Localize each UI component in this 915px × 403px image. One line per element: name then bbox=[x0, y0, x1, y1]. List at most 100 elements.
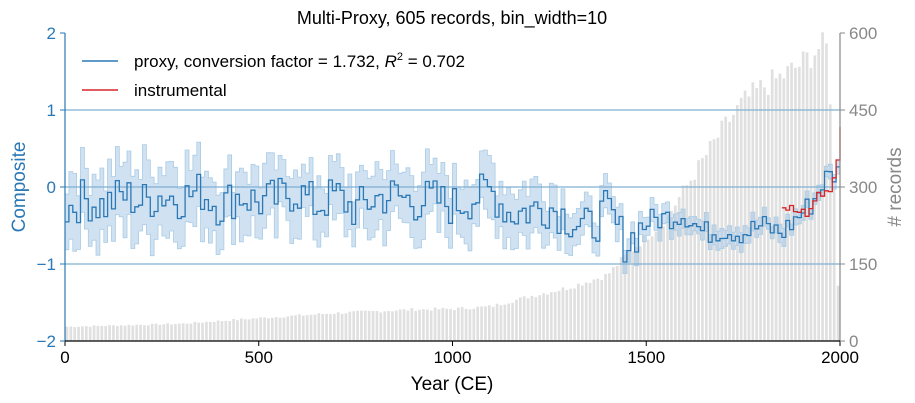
record-count-bar bbox=[73, 327, 77, 341]
record-count-bar bbox=[348, 311, 352, 341]
record-count-bar bbox=[205, 321, 208, 341]
record-count-bar bbox=[522, 296, 526, 341]
record-count-bar bbox=[801, 51, 805, 341]
y2-tick-label: 0 bbox=[849, 332, 858, 351]
record-count-bar bbox=[290, 315, 294, 341]
record-count-bar bbox=[786, 66, 790, 341]
record-count-bar bbox=[201, 322, 204, 341]
record-count-bar bbox=[600, 280, 604, 341]
record-count-bar bbox=[491, 306, 495, 341]
record-count-bar bbox=[530, 295, 534, 341]
record-count-bar bbox=[596, 278, 600, 341]
record-count-bar bbox=[329, 314, 332, 341]
record-count-bar bbox=[282, 317, 286, 341]
record-count-bar bbox=[608, 273, 611, 341]
record-count-bar bbox=[340, 313, 344, 341]
record-count-bar bbox=[794, 67, 797, 341]
record-count-bar bbox=[267, 318, 270, 341]
record-count-bar bbox=[828, 104, 832, 341]
record-count-bar bbox=[584, 282, 588, 341]
legend-box bbox=[72, 40, 500, 108]
record-count-bar bbox=[356, 310, 359, 341]
record-count-bar bbox=[588, 283, 592, 341]
record-count-bar bbox=[425, 309, 429, 341]
record-count-bar bbox=[239, 318, 243, 341]
record-count-bar bbox=[577, 283, 580, 341]
record-count-bar bbox=[677, 197, 681, 341]
record-count-bar bbox=[499, 305, 503, 341]
record-count-bar bbox=[270, 317, 274, 341]
record-count-bar bbox=[724, 116, 728, 341]
record-count-bar bbox=[181, 323, 185, 341]
record-count-bar bbox=[825, 43, 828, 341]
record-count-bar bbox=[352, 311, 356, 341]
legend-label-proxy-suffix: = 0.702 bbox=[403, 52, 465, 71]
record-count-bar bbox=[247, 319, 251, 341]
record-count-bar bbox=[639, 246, 642, 341]
record-count-bar bbox=[154, 323, 158, 341]
record-count-bar bbox=[251, 318, 255, 341]
record-count-bar bbox=[518, 297, 522, 341]
record-count-bar bbox=[557, 290, 561, 341]
record-count-bar bbox=[236, 320, 239, 341]
y2-tick-label: 450 bbox=[849, 101, 877, 120]
legend-label-proxy-prefix: proxy, conversion factor = 1.732, bbox=[134, 52, 385, 71]
record-count-bar bbox=[88, 326, 92, 341]
record-count-bar bbox=[321, 314, 325, 341]
y2-axis-label: # records bbox=[885, 147, 906, 226]
record-count-bar bbox=[112, 325, 115, 341]
record-count-bar bbox=[212, 322, 216, 341]
axes: 0 500 1000 1500 2000 −2 −1 0 1 2 0 150 300 450 600 bbox=[37, 24, 878, 367]
record-count-bar bbox=[573, 288, 576, 341]
record-count-bar bbox=[185, 323, 189, 341]
record-count-bar bbox=[526, 298, 530, 341]
record-count-bar bbox=[697, 160, 700, 341]
record-count-bar bbox=[460, 307, 464, 341]
record-count-bar bbox=[751, 82, 755, 341]
record-count-bar bbox=[635, 247, 638, 341]
record-count-bar bbox=[232, 319, 235, 341]
record-count-bar bbox=[693, 179, 697, 341]
record-count-bar bbox=[580, 285, 584, 341]
record-count-bar bbox=[464, 308, 468, 341]
record-count-bar bbox=[565, 290, 569, 341]
record-count-bar bbox=[538, 295, 542, 341]
record-count-bar bbox=[224, 320, 228, 341]
record-count-bar bbox=[208, 321, 212, 341]
record-count-bar bbox=[259, 317, 263, 341]
record-count-bar bbox=[797, 66, 801, 342]
x-tick-label: 2000 bbox=[821, 348, 859, 367]
record-count-bar bbox=[301, 315, 305, 341]
record-count-bar bbox=[495, 303, 499, 341]
record-count-bar bbox=[681, 185, 685, 341]
x-axis-label: Year (CE) bbox=[411, 374, 494, 395]
record-count-bar bbox=[569, 288, 573, 341]
record-count-bar bbox=[515, 299, 518, 341]
record-count-bar bbox=[449, 309, 452, 341]
record-count-bar bbox=[642, 234, 646, 341]
record-count-bar bbox=[146, 325, 150, 341]
record-count-bar bbox=[553, 292, 557, 341]
record-count-bar bbox=[255, 318, 259, 341]
record-count-bar bbox=[410, 308, 414, 341]
record-count-bar bbox=[739, 97, 743, 341]
record-count-bar bbox=[92, 325, 96, 341]
record-count-bar bbox=[104, 326, 108, 341]
record-count-bar bbox=[503, 304, 507, 341]
record-count-bar bbox=[422, 309, 425, 341]
record-count-bar bbox=[174, 324, 177, 341]
record-count-bar bbox=[670, 210, 673, 341]
record-count-bar bbox=[363, 310, 367, 341]
record-count-bar bbox=[685, 185, 689, 341]
record-count-bar bbox=[433, 307, 437, 341]
record-count-bar bbox=[123, 325, 127, 341]
record-count-bar bbox=[619, 257, 623, 341]
record-count-bar bbox=[627, 251, 631, 341]
record-count-bar bbox=[592, 279, 596, 341]
record-count-bar bbox=[453, 310, 456, 341]
proxy-series bbox=[65, 166, 840, 263]
record-count-bar bbox=[561, 287, 565, 341]
legend-label-proxy-sup: 2 bbox=[397, 51, 403, 63]
record-count-bar bbox=[286, 316, 290, 341]
